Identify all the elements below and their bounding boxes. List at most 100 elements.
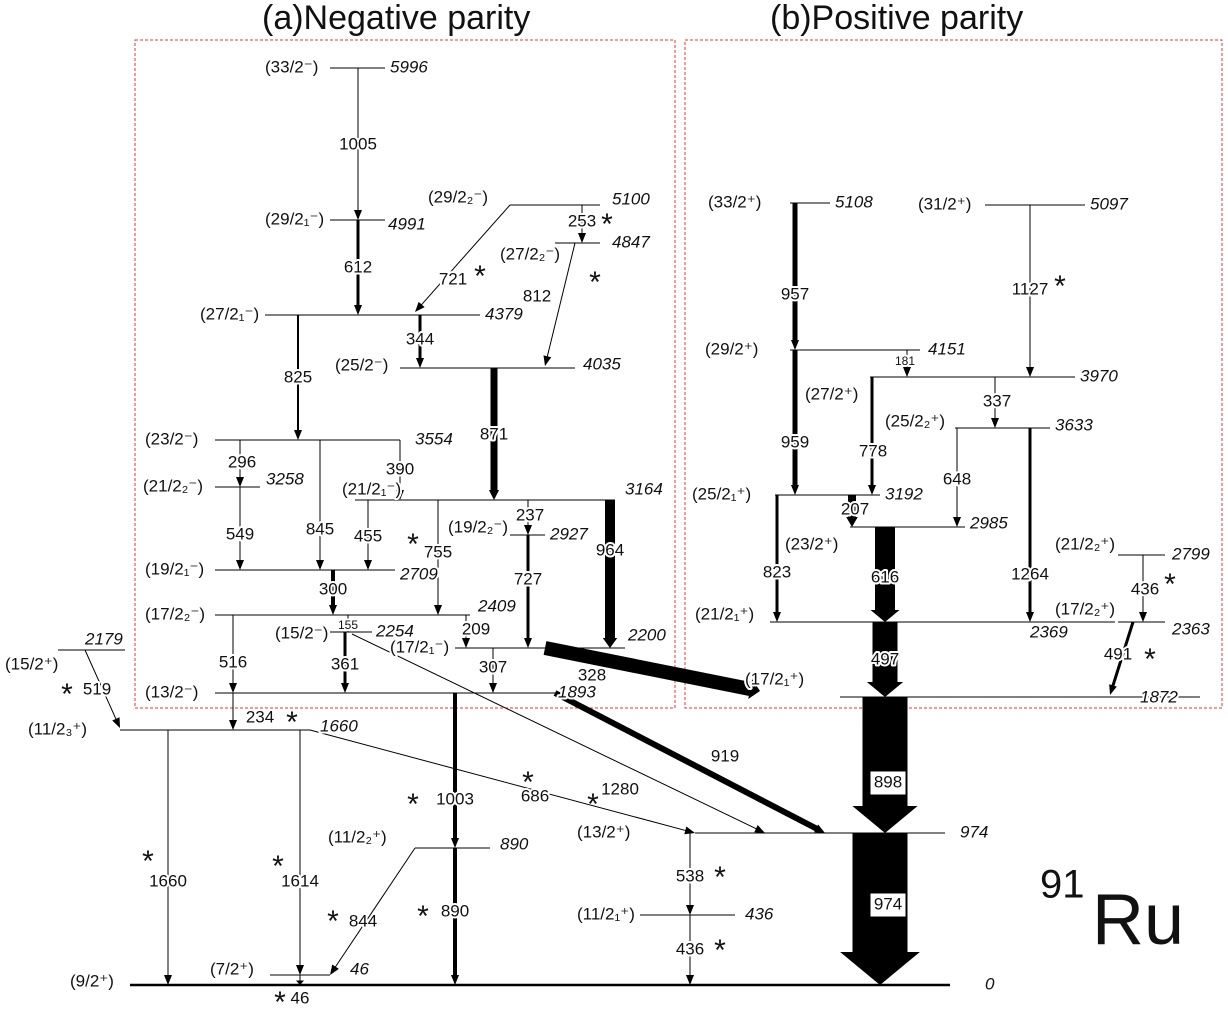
arrow-head: [488, 490, 500, 500]
spin-label: (19/2₂⁻): [448, 517, 508, 536]
spin-label: (25/2⁻): [335, 355, 388, 374]
gamma-energy: 919: [711, 746, 739, 765]
arrow-head: [686, 975, 694, 985]
arrow-head: [524, 525, 532, 535]
arrow-head: [684, 826, 695, 835]
gamma-energy: 491: [1104, 644, 1132, 663]
spin-label: (33/2⁻): [265, 57, 318, 76]
gamma-line: [1111, 621, 1135, 687]
arrow-head: [953, 517, 961, 527]
spin-label: (21/2₁⁺): [695, 604, 754, 623]
spin-label: (29/2₁⁻): [265, 209, 324, 228]
level-energy: 974: [960, 822, 988, 841]
level-energy: 5100: [612, 189, 650, 208]
level-energy: 5097: [1090, 194, 1128, 213]
arrow-head: [330, 964, 339, 975]
gamma-energy: 516: [219, 652, 247, 671]
arrow-head: [866, 682, 904, 697]
arrow-head: [791, 485, 799, 495]
level-energy: 436: [745, 904, 774, 923]
new-transition-star: *: [1054, 270, 1066, 303]
new-transition-star: *: [589, 266, 601, 299]
element-symbol: Ru: [1092, 880, 1184, 960]
spin-label: (13/2⁺): [577, 822, 630, 841]
arrow-head: [791, 340, 799, 350]
level-energy: 4151: [928, 339, 966, 358]
level-energy: 5996: [390, 57, 428, 76]
new-transition-star: *: [142, 845, 154, 878]
arrow-head: [396, 490, 404, 500]
gamma-energy: 812: [523, 286, 551, 305]
gamma-line: [334, 847, 416, 968]
spin-label: (25/2₂⁺): [885, 411, 945, 430]
gamma-energy: 337: [983, 391, 1011, 410]
level-energy: 1660: [320, 716, 358, 735]
gamma-energy: 778: [859, 441, 887, 460]
level-energy: 3164: [625, 479, 663, 498]
gamma-energy: 497: [871, 649, 899, 668]
arrow-head: [229, 720, 237, 730]
label-box: [869, 770, 907, 796]
gamma-energy: 686: [521, 786, 549, 805]
new-transition-star: *: [272, 850, 284, 883]
panel-title: (b)Positive parity: [770, 0, 1023, 37]
arrow-head: [416, 358, 424, 368]
spin-label: (25/2₁⁺): [692, 484, 751, 503]
gamma-energy: 455: [354, 526, 382, 545]
arrow-head: [1026, 367, 1034, 377]
gamma-energy: 1614: [281, 871, 319, 890]
new-transition-star: *: [474, 260, 486, 293]
level-energy: 2799: [1171, 544, 1210, 563]
arrow-head: [451, 975, 459, 985]
new-transition-star: *: [274, 986, 286, 1010]
arrow-head: [294, 430, 302, 440]
level-energy: 3258: [266, 469, 304, 488]
new-transition-star: *: [327, 905, 339, 938]
label-box: [869, 892, 907, 918]
spin-label: (27/2₁⁻): [200, 304, 259, 323]
new-transition-star: *: [407, 788, 419, 821]
gamma-energy: 207: [841, 499, 869, 518]
arrow-head: [846, 517, 858, 527]
gamma-line: [351, 633, 758, 830]
new-transition-star: *: [61, 678, 73, 711]
level-energy: 4379: [485, 304, 523, 323]
arrow-head: [296, 965, 304, 975]
gamma-line: [420, 204, 511, 306]
spin-label: (15/2⁺): [5, 654, 58, 673]
gamma-line: [84, 649, 117, 720]
gamma-energy: 538: [676, 866, 704, 885]
gamma-energy: 825: [284, 367, 312, 386]
new-transition-star: *: [417, 900, 429, 933]
gamma-energy: 328: [578, 665, 606, 684]
level-energy: 2254: [375, 621, 414, 640]
gamma-energy: 845: [306, 519, 334, 538]
spin-label: (17/2₁⁺): [745, 669, 804, 688]
gamma-energy: 648: [943, 469, 971, 488]
spin-label: (23/2⁻): [145, 429, 198, 448]
spin-label: (17/2₂⁺): [1055, 599, 1115, 618]
gamma-energy: 871: [480, 424, 508, 443]
level-energy: 2369: [1029, 622, 1068, 641]
panel-b-frame: [684, 39, 1223, 709]
arrow-head: [164, 975, 172, 985]
gamma-energy: 307: [479, 657, 507, 676]
arrow-head: [112, 717, 120, 728]
arrow-head: [868, 485, 876, 495]
level-energy: 2200: [627, 625, 666, 644]
arrow-head: [754, 825, 765, 833]
arrow-head: [1026, 612, 1034, 622]
spin-label: (33/2⁺): [708, 192, 761, 211]
arrow-head: [840, 952, 920, 985]
gamma-energy: 253: [568, 211, 596, 230]
arrow-head: [773, 612, 781, 622]
spin-label: (9/2⁺): [70, 971, 114, 990]
gamma-line: [553, 690, 819, 832]
level-energy: 2409: [477, 596, 516, 615]
arrow-head: [236, 477, 244, 487]
level-energy: 1872: [1140, 687, 1178, 706]
arrow-head: [903, 367, 911, 377]
arrow-head: [543, 355, 552, 366]
gamma-energy: 964: [596, 540, 624, 559]
gamma-line: [543, 641, 753, 697]
